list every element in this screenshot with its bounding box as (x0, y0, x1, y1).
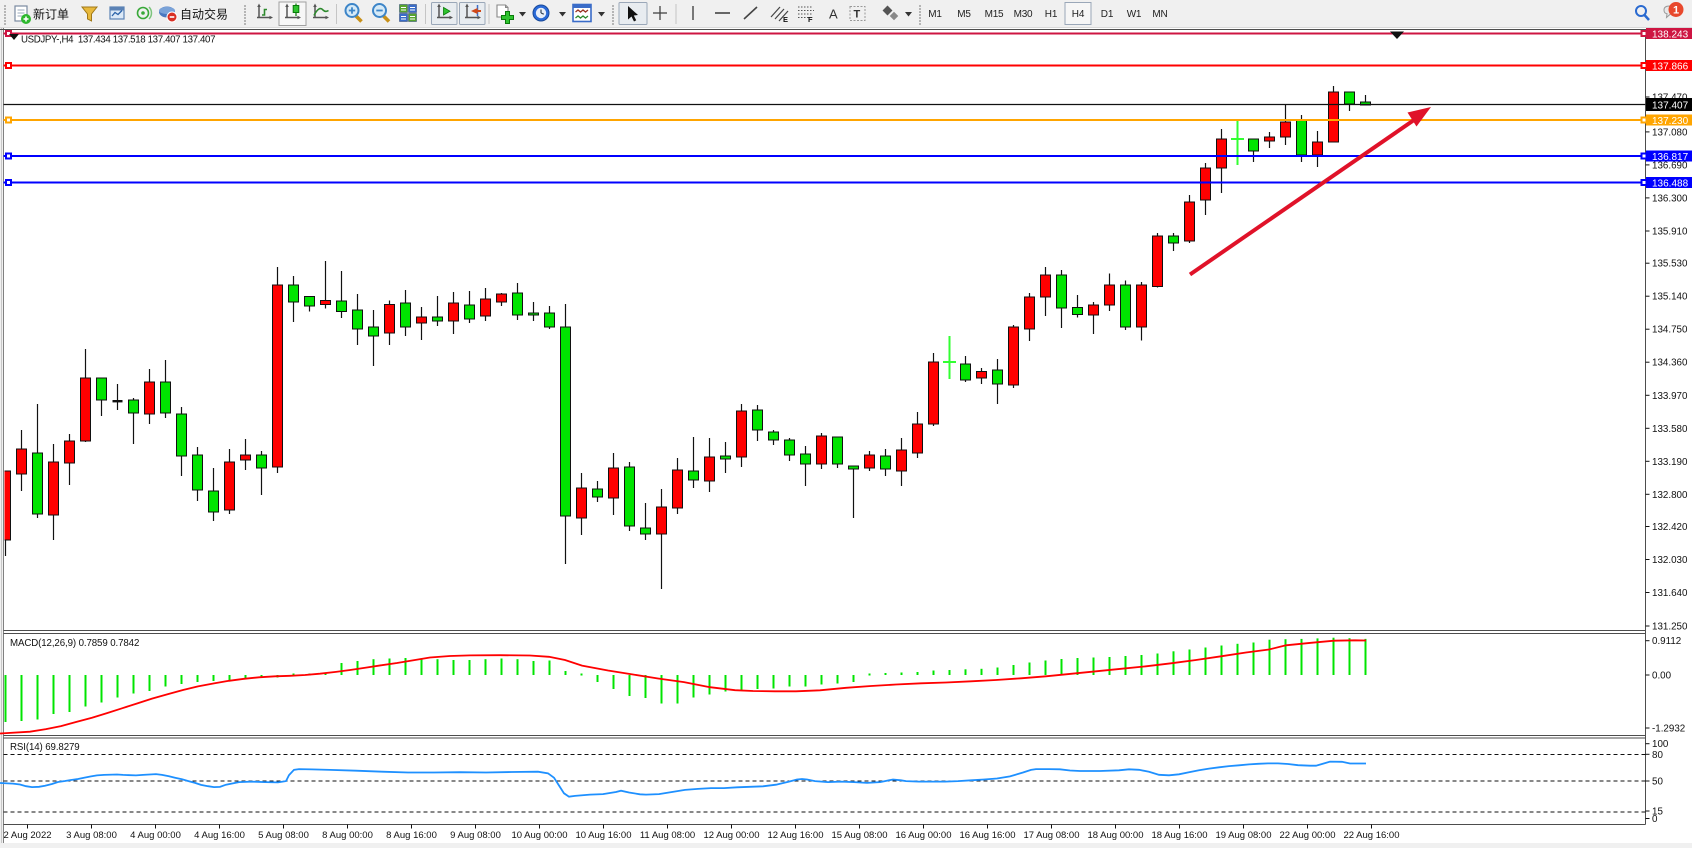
svg-text:15: 15 (1652, 807, 1663, 818)
svg-text:131.640: 131.640 (1652, 588, 1688, 599)
svg-text:100: 100 (1652, 739, 1669, 750)
svg-text:133.190: 133.190 (1652, 457, 1688, 468)
svg-text:9 Aug 08:00: 9 Aug 08:00 (450, 830, 501, 841)
svg-text:H1: H1 (1045, 9, 1058, 20)
svg-text:132.420: 132.420 (1652, 522, 1688, 533)
svg-text:MACD(12,26,9) 0.7859 0.7842: MACD(12,26,9) 0.7859 0.7842 (10, 638, 139, 649)
svg-text:自动交易: 自动交易 (180, 7, 228, 22)
svg-text:16 Aug 16:00: 16 Aug 16:00 (960, 830, 1016, 841)
svg-text:10 Aug 16:00: 10 Aug 16:00 (576, 830, 632, 841)
svg-text:22 Aug 16:00: 22 Aug 16:00 (1344, 830, 1400, 841)
svg-text:137.080: 137.080 (1652, 127, 1688, 138)
svg-text:19 Aug 08:00: 19 Aug 08:00 (1216, 830, 1272, 841)
svg-text:USDJPY-,H4 137.434 137.518 13: USDJPY-,H4 137.434 137.518 137.407 137.4… (21, 35, 215, 46)
svg-text:M1: M1 (928, 9, 942, 20)
svg-text:新订单: 新订单 (33, 7, 69, 22)
svg-text:50: 50 (1652, 777, 1663, 788)
svg-text:22 Aug 00:00: 22 Aug 00:00 (1280, 830, 1336, 841)
svg-text:H4: H4 (1072, 9, 1085, 20)
svg-text:T: T (854, 9, 861, 21)
svg-text:D1: D1 (1101, 9, 1114, 20)
svg-text:18 Aug 00:00: 18 Aug 00:00 (1088, 830, 1144, 841)
svg-text:135.140: 135.140 (1652, 292, 1688, 303)
svg-text:4 Aug 00:00: 4 Aug 00:00 (130, 830, 181, 841)
svg-text:A: A (829, 7, 838, 22)
svg-text:136.690: 136.690 (1652, 160, 1688, 171)
svg-text:134.360: 134.360 (1652, 358, 1688, 369)
svg-text:M15: M15 (985, 9, 1004, 20)
svg-text:137.866: 137.866 (1652, 61, 1689, 72)
svg-text:MN: MN (1152, 9, 1167, 20)
svg-text:17 Aug 08:00: 17 Aug 08:00 (1024, 830, 1080, 841)
svg-text:M5: M5 (957, 9, 971, 20)
svg-text:RSI(14) 69.8279: RSI(14) 69.8279 (10, 742, 80, 753)
svg-text:8 Aug 00:00: 8 Aug 00:00 (322, 830, 373, 841)
svg-text:0: 0 (1652, 814, 1658, 825)
svg-text:12 Aug 00:00: 12 Aug 00:00 (704, 830, 760, 841)
svg-text:0.00: 0.00 (1652, 671, 1672, 682)
svg-text:135.910: 135.910 (1652, 227, 1688, 238)
svg-text:137.230: 137.230 (1652, 116, 1689, 127)
svg-text:18 Aug 16:00: 18 Aug 16:00 (1152, 830, 1208, 841)
svg-text:15 Aug 08:00: 15 Aug 08:00 (832, 830, 888, 841)
svg-text:0.9112: 0.9112 (1652, 636, 1681, 647)
svg-text:134.750: 134.750 (1652, 325, 1688, 336)
svg-text:11 Aug 08:00: 11 Aug 08:00 (640, 830, 695, 841)
svg-text:136.488: 136.488 (1652, 178, 1689, 189)
svg-text:132.030: 132.030 (1652, 555, 1688, 566)
svg-text:137.407: 137.407 (1652, 100, 1689, 111)
svg-text:135.530: 135.530 (1652, 259, 1688, 270)
svg-text:M30: M30 (1014, 9, 1033, 20)
svg-text:12 Aug 16:00: 12 Aug 16:00 (768, 830, 824, 841)
svg-text:133.580: 133.580 (1652, 424, 1688, 435)
svg-text:4 Aug 16:00: 4 Aug 16:00 (194, 830, 245, 841)
svg-text:5 Aug 08:00: 5 Aug 08:00 (258, 830, 309, 841)
svg-text:E: E (783, 15, 788, 24)
svg-text:138.243: 138.243 (1652, 29, 1689, 40)
svg-text:2 Aug 2022: 2 Aug 2022 (3, 830, 51, 841)
svg-text:132.800: 132.800 (1652, 490, 1688, 501)
svg-text:131.250: 131.250 (1652, 622, 1688, 633)
svg-text:W1: W1 (1127, 9, 1142, 20)
svg-text:10 Aug 00:00: 10 Aug 00:00 (512, 830, 568, 841)
svg-text:3 Aug 08:00: 3 Aug 08:00 (66, 830, 117, 841)
svg-text:133.970: 133.970 (1652, 391, 1688, 402)
svg-text:F: F (808, 15, 813, 24)
svg-text:136.817: 136.817 (1652, 152, 1689, 163)
svg-text:80: 80 (1652, 750, 1663, 761)
svg-text:-1.2932: -1.2932 (1652, 724, 1685, 735)
svg-text:1: 1 (1673, 5, 1679, 17)
svg-text:136.300: 136.300 (1652, 193, 1688, 204)
svg-text:8 Aug 16:00: 8 Aug 16:00 (386, 830, 437, 841)
svg-text:16 Aug 00:00: 16 Aug 00:00 (896, 830, 952, 841)
